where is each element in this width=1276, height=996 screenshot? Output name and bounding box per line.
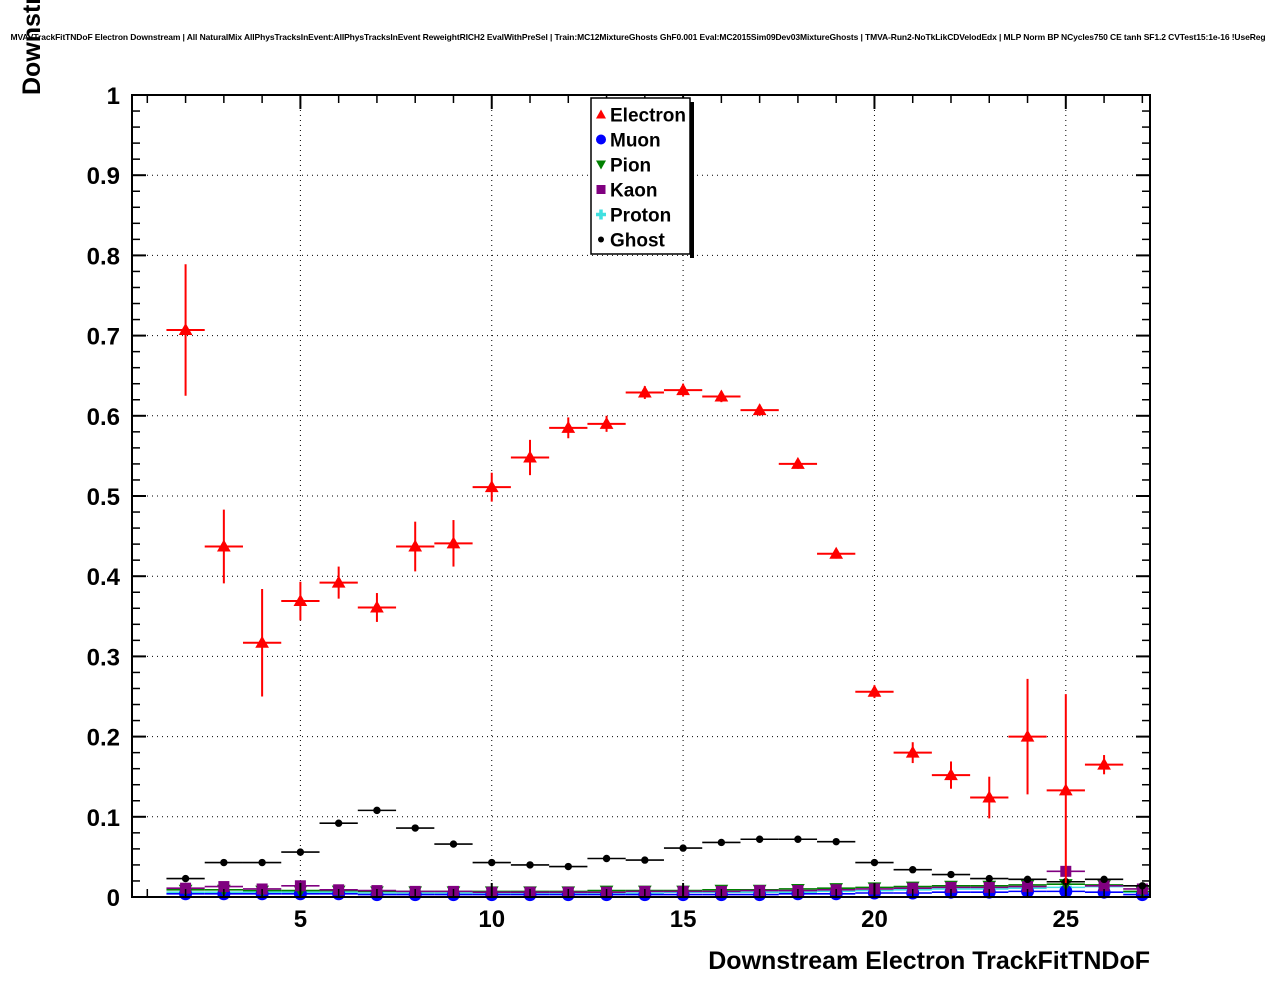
data-point-marker [255,635,269,648]
data-point-marker [982,790,997,803]
data-point-marker [564,862,572,871]
data-point-marker [909,866,917,874]
data-point-marker [411,824,419,832]
data-point-marker [331,575,346,588]
y-tick-label: 0 [107,885,120,912]
data-point-marker [679,844,687,852]
y-tick-label: 0.2 [87,725,120,752]
legend-label: Muon [610,131,661,152]
data-point-marker [178,322,193,335]
y-tick-label: 0.3 [87,644,120,671]
data-point-marker [220,858,228,867]
x-tick-label: 25 [1052,906,1079,933]
x-tick-label: 20 [861,906,888,933]
legend[interactable]: Electron Muon Pion Kaon Proton Ghost [590,97,694,258]
y-tick-label: 0.5 [87,484,120,511]
data-point-marker [488,858,496,867]
legend-label: Electron [610,106,686,127]
data-point-marker [947,870,955,879]
data-point-marker [1020,729,1035,742]
legend-box [590,97,691,255]
axis-tick-labels: 00.10.20.30.40.50.60.70.80.915 10 15 20 25 [87,83,1080,933]
data-point-marker [334,819,343,827]
data-point-marker [599,416,614,429]
data-point-marker [523,450,537,463]
data-point-marker [752,403,767,416]
data-point-marker [714,389,729,402]
y-tick-label: 0.9 [87,163,120,190]
data-point-marker [446,536,461,549]
data-point-marker [296,848,305,856]
data-point-marker [755,835,764,843]
legend-item-muon[interactable]: Muon [596,131,661,152]
y-tick-label: 0.6 [87,404,120,431]
y-tick-label: 1 [107,83,120,110]
data-point-marker [832,837,840,846]
x-tick-label: 5 [294,906,307,933]
data-point-marker [373,806,381,815]
data-point-marker [794,835,802,843]
data-point-marker [561,420,576,433]
plot-header-title: MVAVTrackFitTNDoF Electron Downstream | … [10,32,1266,42]
legend-label: Kaon [610,181,658,202]
y-tick-label: 0.8 [87,243,120,270]
legend-label: Proton [610,206,671,227]
data-point-marker [1058,783,1073,796]
data-point-marker [526,861,534,869]
data-point-marker [829,546,844,559]
legend-item-proton[interactable]: Proton [596,206,671,227]
data-point-marker [258,858,266,867]
data-point-marker [1100,875,1108,884]
x-axis-title: Downstream Electron TrackFitTNDoF [708,947,1150,975]
series-electron [166,264,1124,887]
data-point-marker [641,856,649,864]
data-point-marker [370,600,384,613]
data-point-marker [449,840,458,848]
data-layer [166,264,1150,902]
series-ghost [166,806,1150,890]
y-axis-title: Downstream Electron MVA Output [18,0,46,95]
legend-item-kaon[interactable]: Kaon [596,181,658,202]
data-point-marker [181,874,190,883]
y-tick-label: 0.1 [87,805,120,832]
legend-label: Pion [610,156,651,177]
data-point-marker [676,383,690,396]
legend-item-pion[interactable]: Pion [596,156,651,177]
data-point-marker [944,768,958,781]
data-point-marker [791,456,805,469]
data-point-marker [293,594,308,607]
data-point-marker [1138,882,1147,890]
y-tick-label: 0.7 [87,324,120,351]
data-point-marker [717,838,726,847]
data-point-marker [637,385,652,398]
legend-label: Ghost [610,231,666,252]
data-point-marker [1097,757,1111,770]
data-point-marker [602,854,611,863]
data-point-marker [905,745,920,758]
x-tick-label: 15 [670,906,697,933]
data-point-marker [985,874,993,883]
data-point-marker [867,684,882,697]
data-point-marker [1023,875,1032,884]
data-point-marker [484,480,499,493]
legend-shadow [690,102,694,258]
x-tick-label: 10 [478,906,505,933]
legend-item-ghost[interactable]: Ghost [598,231,666,252]
data-point-marker [408,539,423,552]
legend-item-electron[interactable]: Electron [596,106,686,127]
data-point-marker [216,539,231,552]
axis-ticks [132,94,1150,898]
data-point-marker [870,858,879,867]
y-tick-label: 0.4 [87,564,121,591]
